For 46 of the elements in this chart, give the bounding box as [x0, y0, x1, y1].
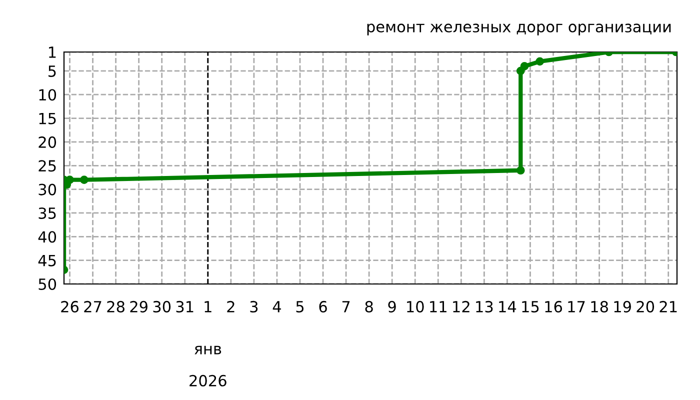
x-tick-label: 30 [153, 300, 171, 312]
x-tick-label: 9 [388, 300, 396, 312]
point [66, 176, 74, 184]
x-tick-label: 8 [365, 300, 373, 312]
x-tick-label: 4 [272, 301, 281, 312]
x-tick-label: 14 [499, 301, 516, 312]
point [80, 176, 88, 184]
x-tick-label: 18 [591, 300, 608, 312]
y-tick-label: 30 [38, 184, 56, 196]
x-tick-label: 13 [476, 300, 493, 312]
y-tick-label: 35 [38, 207, 56, 219]
x-tick-label: 10 [407, 300, 424, 312]
text: 2026 [190, 374, 226, 386]
x-tick-label: 31 [176, 300, 194, 312]
chart-title: ремонт железных дорог организации [367, 24, 671, 36]
y-tick-label: 45 [38, 254, 56, 266]
text: янв [194, 346, 222, 354]
x-tick-label: 7 [342, 301, 350, 312]
x-tick-label: 26 [61, 300, 79, 312]
y-tick-label: 20 [38, 136, 56, 148]
x-tick-label: 20 [636, 300, 654, 312]
x-tick-label: 29 [130, 300, 148, 312]
y-tick-label: 40 [38, 231, 56, 243]
y-tick-label: 1 [49, 46, 56, 58]
point [516, 166, 525, 175]
y-tick-label: 25 [38, 160, 56, 172]
point [520, 62, 529, 70]
y-tick-label: 5 [48, 66, 56, 77]
x-tick-label: 1 [204, 301, 212, 312]
x-tick-label: 28 [107, 300, 124, 312]
x-tick-label: 19 [614, 300, 631, 312]
point [536, 57, 544, 66]
y-tick-label: 10 [39, 89, 56, 101]
x-tick-label: 6 [319, 300, 327, 312]
y-tick-label: 15 [39, 112, 56, 124]
x-tick-label: 17 [568, 301, 585, 312]
y-tick-label: 50 [38, 278, 56, 290]
x-tick-label: 27 [84, 300, 102, 312]
x-tick-label: 16 [545, 300, 562, 312]
x-tick-label: 2 [227, 300, 234, 312]
x-tick-label: 12 [453, 300, 470, 312]
x-tick-label: 15 [522, 301, 539, 312]
x-tick-label: 5 [296, 301, 304, 312]
x-tick-label: 21 [660, 300, 677, 312]
x-tick-label: 3 [250, 300, 258, 312]
x-tick-label: 11 [430, 301, 446, 312]
